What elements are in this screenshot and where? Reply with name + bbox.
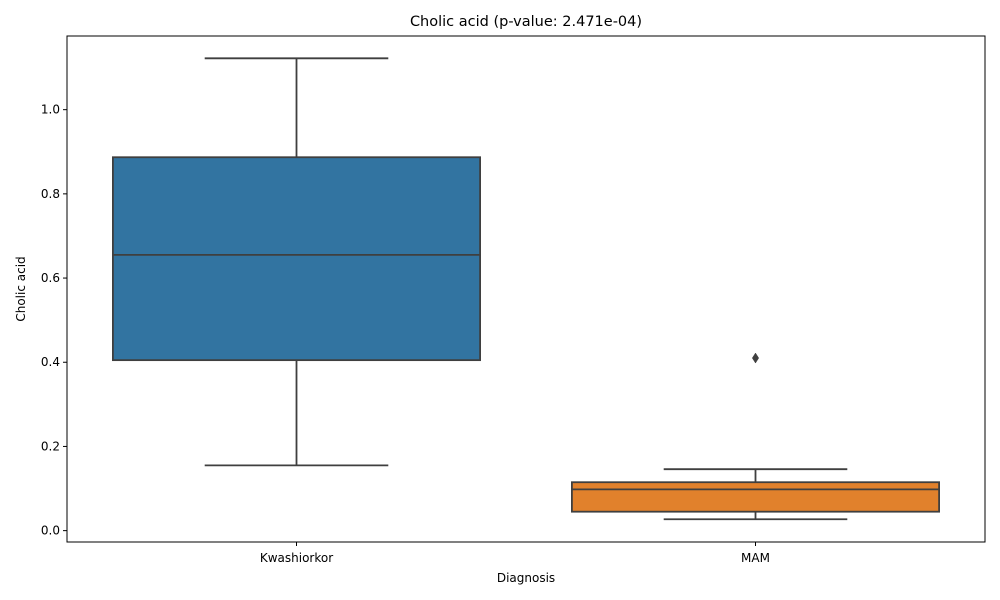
iqr-box bbox=[112, 156, 482, 362]
box-group-mam bbox=[571, 352, 941, 521]
y-axis: 0.0 0.2 0.4 0.6 0.8 1.0 bbox=[41, 103, 67, 538]
box-group-kwashiorkor bbox=[112, 57, 482, 467]
boxes-layer bbox=[112, 57, 941, 521]
iqr-box bbox=[571, 481, 941, 513]
x-tick-label: MAM bbox=[741, 551, 770, 565]
y-tick-label: 0.6 bbox=[41, 271, 60, 285]
x-axis: Kwashiorkor MAM bbox=[260, 542, 770, 565]
y-tick-label: 0.8 bbox=[41, 187, 60, 201]
plot-area-frame bbox=[66, 35, 986, 543]
y-tick-label: 1.0 bbox=[41, 103, 60, 117]
y-tick-label: 0.2 bbox=[41, 439, 60, 453]
outlier-point bbox=[752, 352, 759, 364]
x-tick-label: Kwashiorkor bbox=[260, 551, 333, 565]
chart-title: Cholic acid (p-value: 2.471e-04) bbox=[410, 14, 642, 30]
y-tick-label: 0.0 bbox=[41, 524, 60, 538]
x-axis-label: Diagnosis bbox=[497, 571, 555, 585]
y-tick-label: 0.4 bbox=[41, 355, 60, 369]
y-axis-label: Cholic acid bbox=[14, 256, 28, 321]
